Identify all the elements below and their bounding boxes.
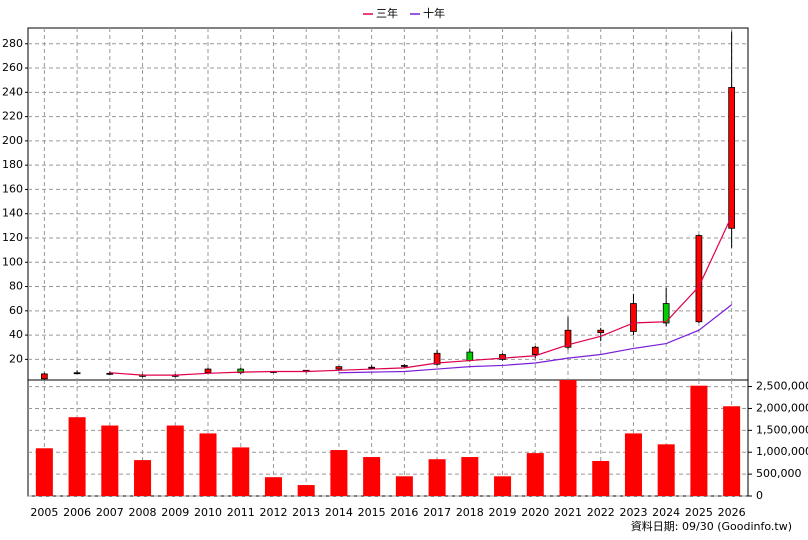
x-tick-label: 2025	[685, 506, 713, 519]
volume-bar	[624, 433, 642, 496]
x-tick-label: 2007	[96, 506, 124, 519]
volume-bar	[199, 433, 217, 496]
candle-body	[204, 368, 212, 374]
candle-body	[401, 365, 408, 367]
x-tick-label: 2024	[652, 506, 680, 519]
y-tick-label: 80	[9, 280, 23, 293]
volume-bar	[35, 448, 53, 496]
x-tick-label: 2009	[161, 506, 189, 519]
x-tick-label: 2013	[292, 506, 320, 519]
footer: 資料日期: 09/30 (Goodinfo.tw)	[631, 519, 792, 533]
y2-tick-label: 0	[756, 489, 763, 502]
y2-tick-label: 2,000,000	[756, 401, 808, 414]
y2-tick-label: 1,500,000	[756, 423, 808, 436]
y-tick-label: 60	[9, 304, 23, 317]
volume-bar	[559, 380, 577, 496]
x-tick-label: 2026	[718, 506, 746, 519]
volume-bar	[526, 453, 544, 496]
volume-bar	[134, 460, 152, 496]
y2-tick-label: 500,000	[756, 467, 802, 480]
y2-tick-label: 2,500,000	[756, 380, 808, 393]
volume-bar	[428, 459, 446, 496]
y-tick-label: 220	[2, 110, 23, 123]
y-tick-label: 180	[2, 158, 23, 171]
x-tick-label: 2020	[521, 506, 549, 519]
volume-bar	[395, 476, 413, 496]
legend-label: 三年	[376, 6, 398, 20]
candle-body	[499, 354, 506, 360]
volume-bar	[494, 476, 512, 496]
line-series	[338, 304, 733, 374]
candle-body	[531, 346, 539, 355]
y-tick-label: 200	[2, 134, 23, 147]
x-tick-label: 2021	[554, 506, 582, 519]
x-tick-label: 2017	[423, 506, 451, 519]
line-series	[109, 215, 733, 376]
candle-body	[597, 329, 605, 334]
candle-body	[564, 329, 572, 348]
volume-bar	[264, 477, 282, 496]
y-tick-label: 100	[2, 255, 23, 268]
y-tick-label: 240	[2, 85, 23, 98]
x-tick-label: 2011	[227, 506, 255, 519]
legend-label: 十年	[423, 6, 445, 20]
volume-bar	[330, 450, 348, 496]
x-tick-label: 2016	[390, 506, 418, 519]
volume-bar	[363, 457, 381, 496]
x-tick-label: 2005	[30, 506, 58, 519]
x-tick-label: 2014	[325, 506, 353, 519]
y-tick-label: 40	[9, 328, 23, 341]
x-tick-label: 2010	[194, 506, 222, 519]
volume-bar	[461, 457, 479, 496]
x-tick-label: 2008	[129, 506, 157, 519]
y-tick-label: 140	[2, 207, 23, 220]
candle-body	[106, 372, 114, 375]
candle-body	[662, 303, 670, 324]
y-tick-label: 120	[2, 231, 23, 244]
candle-body	[41, 373, 48, 380]
y-tick-label: 260	[2, 61, 23, 74]
volume-bar	[297, 485, 315, 496]
x-tick-label: 2018	[456, 506, 484, 519]
x-tick-label: 2012	[259, 506, 287, 519]
y2-tick-label: 1,000,000	[756, 445, 808, 458]
volume-bar	[68, 417, 86, 496]
candle-body	[695, 235, 703, 323]
candle-body	[335, 366, 343, 370]
volume-bar	[592, 460, 610, 496]
y-tick-label: 280	[2, 37, 23, 50]
x-tick-label: 2015	[358, 506, 386, 519]
volume-bar	[232, 447, 250, 496]
volume-bar	[657, 444, 675, 496]
candle-body	[237, 368, 245, 374]
x-tick-label: 2023	[619, 506, 647, 519]
volume-bar	[690, 385, 708, 496]
candle-body	[368, 366, 375, 369]
x-tick-label: 2006	[63, 506, 91, 519]
volume-bar	[166, 425, 184, 496]
volume-bar	[101, 425, 119, 496]
volume-bar	[723, 406, 741, 496]
x-tick-label: 2019	[489, 506, 517, 519]
candle-body	[466, 351, 474, 361]
candle-body	[433, 352, 441, 365]
y-tick-label: 160	[2, 182, 23, 195]
x-tick-label: 2022	[587, 506, 615, 519]
candle-body	[728, 87, 735, 229]
y-tick-label: 20	[9, 352, 23, 365]
candle-body	[73, 372, 81, 375]
candle-body	[630, 303, 637, 332]
